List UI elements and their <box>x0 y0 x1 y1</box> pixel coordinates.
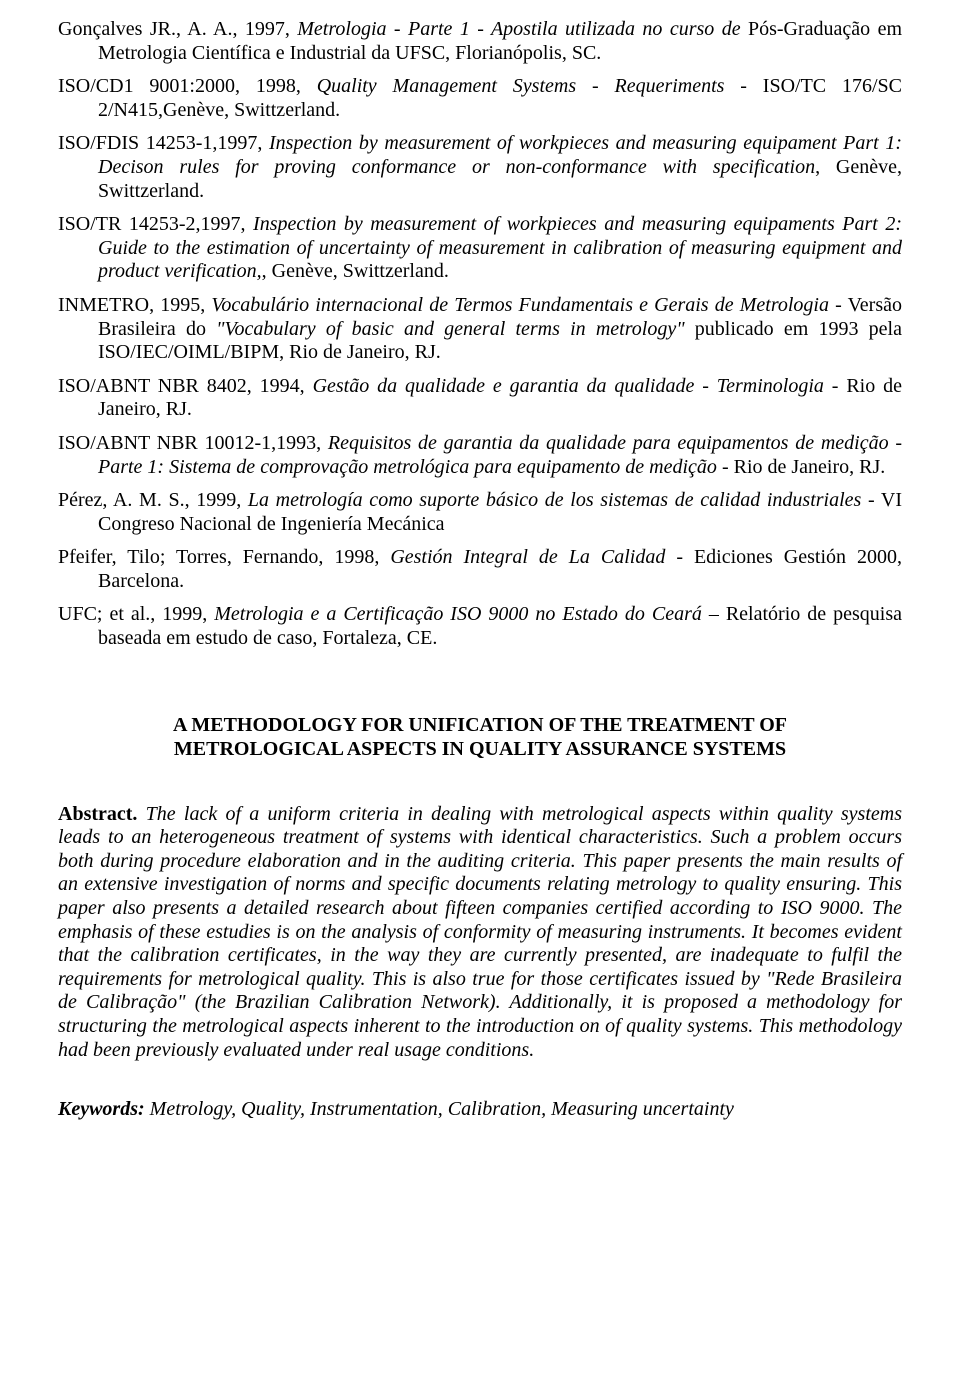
section-title-line2: METROLOGICAL ASPECTS IN QUALITY ASSURANC… <box>174 738 786 760</box>
keywords-label: Keywords: <box>58 1098 145 1120</box>
reference-entry: Pérez, A. M. S., 1999, La metrología com… <box>58 489 902 536</box>
keywords-paragraph: Keywords: Metrology, Quality, Instrument… <box>58 1098 902 1122</box>
reference-entry: ISO/CD1 9001:2000, 1998, Quality Managem… <box>58 75 902 122</box>
reference-title: Vocabulário internacional de Termos Fund… <box>211 294 829 316</box>
reference-title: Gestão da qualidade e garantia da qualid… <box>313 375 824 397</box>
keywords-text: Metrology, Quality, Instrumentation, Cal… <box>145 1098 734 1120</box>
reference-entry: ISO/ABNT NBR 8402, 1994, Gestão da quali… <box>58 375 902 422</box>
reference-prefix: ISO/ABNT NBR 8402, 1994, <box>58 375 313 397</box>
reference-entry: Pfeifer, Tilo; Torres, Fernando, 1998, G… <box>58 546 902 593</box>
reference-entry: Gonçalves JR., A. A., 1997, Metrologia -… <box>58 18 902 65</box>
section-title-line1: A METHODOLOGY FOR UNIFICATION OF THE TRE… <box>173 714 787 736</box>
reference-prefix: ISO/TR 14253-2,1997, <box>58 213 253 235</box>
section-title: A METHODOLOGY FOR UNIFICATION OF THE TRE… <box>58 713 902 761</box>
reference-prefix: Pfeifer, Tilo; Torres, Fernando, 1998, <box>58 546 390 568</box>
reference-entry: ISO/ABNT NBR 10012-1,1993, Requisitos de… <box>58 432 902 479</box>
reference-between: , Genève, Swittzerland. <box>262 260 449 282</box>
reference-between: - Rio de Janeiro, RJ. <box>717 456 885 478</box>
reference-prefix: INMETRO, 1995, <box>58 294 211 316</box>
reference-prefix: Pérez, A. M. S., 1999, <box>58 489 248 511</box>
abstract-label: Abstract. <box>58 803 137 825</box>
abstract-text: The lack of a uniform criteria in dealin… <box>58 803 902 1061</box>
reference-prefix: ISO/CD1 9001:2000, 1998, <box>58 75 317 97</box>
reference-entry: ISO/FDIS 14253-1,1997, Inspection by mea… <box>58 132 902 203</box>
reference-title: Metrologia e a Certificação ISO 9000 no … <box>214 603 702 625</box>
abstract-paragraph: Abstract. The lack of a uniform criteria… <box>58 803 902 1063</box>
reference-prefix: ISO/ABNT NBR 10012-1,1993, <box>58 432 328 454</box>
reference-title-2: "Vocabulary of basic and general terms i… <box>216 318 684 340</box>
reference-title: La metrología como suporte básico de los… <box>248 489 861 511</box>
reference-prefix: Gonçalves JR., A. A., 1997, <box>58 18 297 40</box>
reference-title: Quality Management Systems - Requeriment… <box>317 75 747 97</box>
reference-title: Metrologia - Parte 1 - Apostila utilizad… <box>297 18 740 40</box>
reference-entry: UFC; et al., 1999, Metrologia e a Certif… <box>58 603 902 650</box>
reference-title: Gestión Integral de La Calidad <box>390 546 665 568</box>
references-list: Gonçalves JR., A. A., 1997, Metrologia -… <box>58 18 902 651</box>
reference-entry: ISO/TR 14253-2,1997, Inspection by measu… <box>58 213 902 284</box>
reference-prefix: UFC; et al., 1999, <box>58 603 214 625</box>
reference-entry: INMETRO, 1995, Vocabulário internacional… <box>58 294 902 365</box>
reference-prefix: ISO/FDIS 14253-1,1997, <box>58 132 269 154</box>
